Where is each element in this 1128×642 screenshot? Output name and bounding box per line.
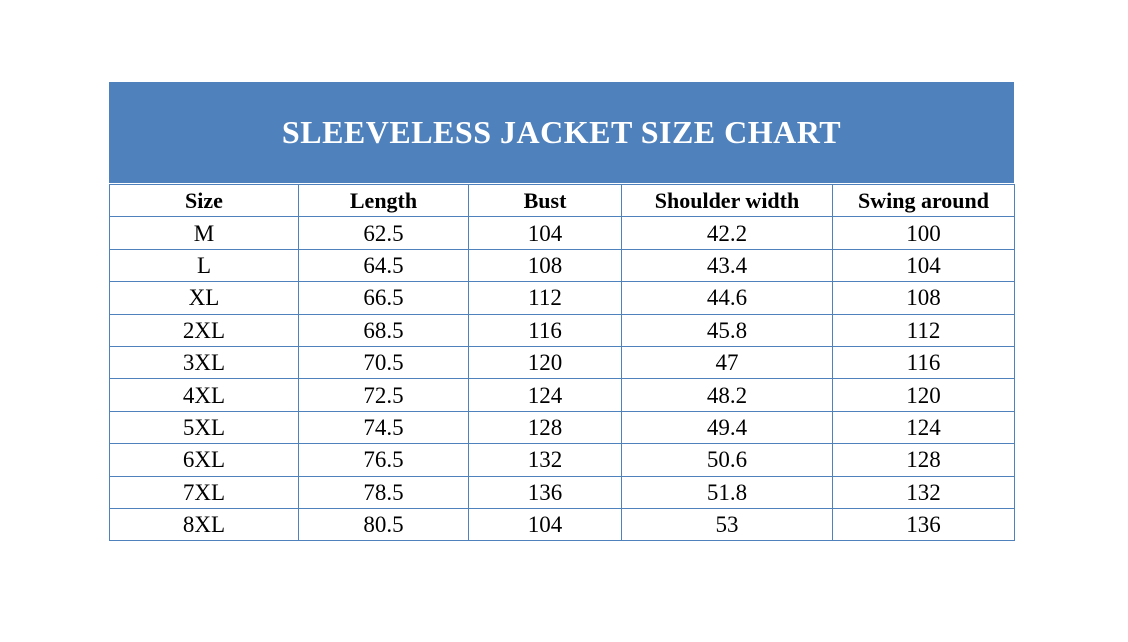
table-cell: 116	[468, 313, 622, 347]
chart-title: SLEEVELESS JACKET SIZE CHART	[281, 114, 842, 150]
table-cell: 100	[832, 216, 1015, 250]
table-cell: 132	[832, 475, 1015, 509]
table-cell: 43.4	[621, 248, 833, 283]
table-cell: 3XL	[109, 345, 299, 380]
table-cell: 112	[468, 281, 622, 315]
table-cell: 74.5	[298, 410, 469, 445]
table-cell: 120	[468, 345, 622, 380]
table-cell: 44.6	[621, 281, 833, 315]
column-header: Size	[109, 183, 299, 218]
table-cell: 104	[468, 507, 622, 542]
table-cell: 112	[832, 313, 1015, 347]
header-row: Size Length Bust Shoulder width Swing around	[109, 183, 1015, 218]
table-cell: 47	[621, 345, 833, 380]
table-row: L 64.5 108 43.4 104	[109, 248, 1015, 283]
table-cell: 2XL	[109, 313, 299, 347]
table-row: 7XL 78.5 136 51.8 132	[109, 475, 1015, 509]
table-cell: 124	[468, 378, 622, 412]
table-cell: 6XL	[109, 443, 299, 477]
size-table: Size Length Bust Shoulder width Swing around…	[109, 183, 1015, 542]
table-cell: 51.8	[621, 475, 833, 509]
table-cell: 7XL	[109, 475, 299, 509]
table-cell: 76.5	[298, 443, 469, 477]
table-cell: 132	[468, 443, 622, 477]
table-cell: 136	[832, 507, 1015, 542]
table-cell: 48.2	[621, 378, 833, 412]
table-cell: 42.2	[621, 216, 833, 250]
table-cell: 45.8	[621, 313, 833, 347]
table-cell: 66.5	[298, 281, 469, 315]
table-row: 4XL 72.5 124 48.2 120	[109, 378, 1015, 412]
table-cell: 68.5	[298, 313, 469, 347]
table-cell: 64.5	[298, 248, 469, 283]
table-cell: 108	[468, 248, 622, 283]
column-header: Length	[298, 183, 469, 218]
table-cell: 104	[832, 248, 1015, 283]
table-row: 5XL 74.5 128 49.4 124	[109, 410, 1015, 445]
table-cell: 80.5	[298, 507, 469, 542]
table-cell: XL	[109, 281, 299, 315]
table-cell: 120	[832, 378, 1015, 412]
table-cell: 108	[832, 281, 1015, 315]
table-row: 2XL 68.5 116 45.8 112	[109, 313, 1015, 347]
table-cell: 124	[832, 410, 1015, 445]
table-row: 3XL 70.5 120 47 116	[109, 345, 1015, 380]
table-cell: 8XL	[109, 507, 299, 542]
table-cell: 50.6	[621, 443, 833, 477]
table-row: XL 66.5 112 44.6 108	[109, 281, 1015, 315]
table-cell: 128	[832, 443, 1015, 477]
table-cell: 116	[832, 345, 1015, 380]
column-header: Shoulder width	[621, 183, 833, 218]
table-row: 6XL 76.5 132 50.6 128	[109, 443, 1015, 477]
table-cell: M	[109, 216, 299, 250]
table-cell: 136	[468, 475, 622, 509]
title-banner: SLEEVELESS JACKET SIZE CHART	[109, 82, 1014, 183]
table-cell: 62.5	[298, 216, 469, 250]
table-row: M 62.5 104 42.2 100	[109, 216, 1015, 250]
table-cell: 4XL	[109, 378, 299, 412]
table-cell: 5XL	[109, 410, 299, 445]
column-header: Bust	[468, 183, 622, 218]
table-cell: 53	[621, 507, 833, 542]
table-cell: 72.5	[298, 378, 469, 412]
table-cell: 78.5	[298, 475, 469, 509]
table-cell: 49.4	[621, 410, 833, 445]
table-cell: 104	[468, 216, 622, 250]
table-row: 8XL 80.5 104 53 136	[109, 507, 1015, 542]
column-header: Swing around	[832, 183, 1015, 218]
table-cell: 70.5	[298, 345, 469, 380]
table-cell: L	[109, 248, 299, 283]
table-cell: 128	[468, 410, 622, 445]
